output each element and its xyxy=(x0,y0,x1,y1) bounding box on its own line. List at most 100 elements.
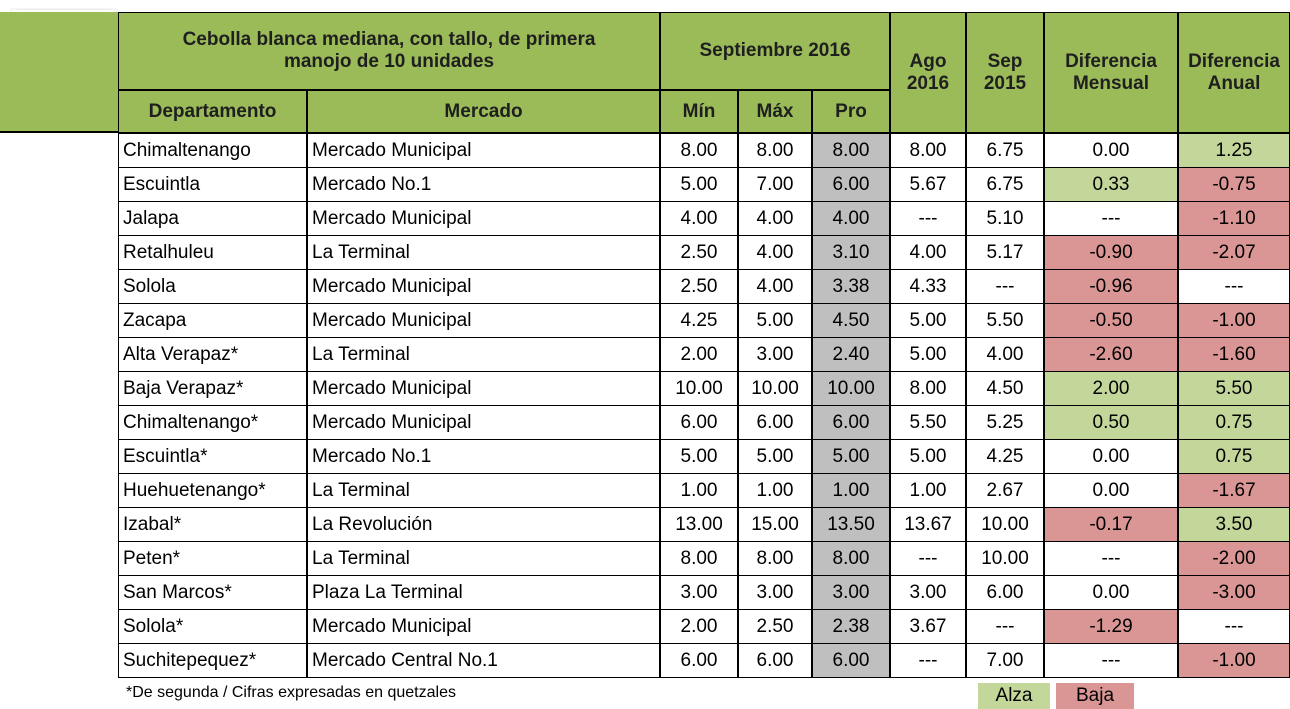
value-cell: --- xyxy=(1044,201,1178,236)
text-cell: Zacapa xyxy=(118,303,307,338)
text-cell: Chimaltenango* xyxy=(118,405,307,440)
text-cell: La Terminal xyxy=(307,235,660,270)
value-cell: 6.00 xyxy=(812,405,890,440)
value-cell: 6.00 xyxy=(660,405,738,440)
value-cell: 4.25 xyxy=(966,439,1044,474)
value-cell: 7.00 xyxy=(966,643,1044,678)
value-cell: 8.00 xyxy=(660,541,738,576)
value-cell: 6.00 xyxy=(812,167,890,202)
value-cell: 0.50 xyxy=(1044,405,1178,440)
value-cell: 6.00 xyxy=(738,405,812,440)
value-cell: 10.00 xyxy=(966,507,1044,542)
text-cell: Mercado Municipal xyxy=(307,133,660,168)
value-cell: -1.29 xyxy=(1044,609,1178,644)
value-cell: 3.00 xyxy=(660,575,738,610)
column-header: Diferencia Anual xyxy=(1178,12,1290,133)
value-cell: -1.00 xyxy=(1178,303,1290,338)
value-cell: 0.00 xyxy=(1044,575,1178,610)
value-cell: 8.00 xyxy=(812,541,890,576)
value-cell: 3.00 xyxy=(812,575,890,610)
text-cell: La Terminal xyxy=(307,541,660,576)
value-cell: 5.00 xyxy=(890,303,966,338)
value-cell: 2.50 xyxy=(660,269,738,304)
column-header: Sep 2015 xyxy=(966,12,1044,133)
value-cell: 3.00 xyxy=(738,337,812,372)
value-cell: -3.00 xyxy=(1178,575,1290,610)
value-cell: -1.67 xyxy=(1178,473,1290,508)
value-cell: -2.60 xyxy=(1044,337,1178,372)
value-cell: --- xyxy=(1178,609,1290,644)
value-cell: 13.00 xyxy=(660,507,738,542)
value-cell: --- xyxy=(966,269,1044,304)
value-cell: 1.25 xyxy=(1178,133,1290,168)
text-cell: Peten* xyxy=(118,541,307,576)
value-cell: -0.90 xyxy=(1044,235,1178,270)
value-cell: 4.00 xyxy=(738,269,812,304)
column-header: Mín xyxy=(660,90,738,133)
text-cell: Escuintla* xyxy=(118,439,307,474)
value-cell: 5.10 xyxy=(966,201,1044,236)
value-cell: 2.00 xyxy=(1044,371,1178,406)
value-cell: --- xyxy=(890,541,966,576)
value-cell: 3.00 xyxy=(738,575,812,610)
value-cell: 5.50 xyxy=(1178,371,1290,406)
text-cell: Escuintla xyxy=(118,167,307,202)
text-cell: La Terminal xyxy=(307,473,660,508)
value-cell: 0.75 xyxy=(1178,405,1290,440)
value-cell: -0.50 xyxy=(1044,303,1178,338)
text-cell: Mercado Municipal xyxy=(307,269,660,304)
value-cell: --- xyxy=(1178,269,1290,304)
value-cell: 8.00 xyxy=(660,133,738,168)
value-cell: 1.00 xyxy=(660,473,738,508)
column-header: Pro xyxy=(812,90,890,133)
column-header: Departamento xyxy=(118,90,307,133)
value-cell: 2.50 xyxy=(738,609,812,644)
value-cell: 6.75 xyxy=(966,133,1044,168)
value-cell: 2.50 xyxy=(660,235,738,270)
value-cell: 8.00 xyxy=(738,541,812,576)
text-cell: Mercado No.1 xyxy=(307,439,660,474)
text-cell: Mercado Municipal xyxy=(307,303,660,338)
value-cell: 10.00 xyxy=(966,541,1044,576)
value-cell: -1.60 xyxy=(1178,337,1290,372)
value-cell: -2.07 xyxy=(1178,235,1290,270)
value-cell: 0.33 xyxy=(1044,167,1178,202)
column-header: Diferencia Mensual xyxy=(1044,12,1178,133)
value-cell: 10.00 xyxy=(812,371,890,406)
value-cell: 5.67 xyxy=(890,167,966,202)
text-cell: Jalapa xyxy=(118,201,307,236)
value-cell: 5.00 xyxy=(738,303,812,338)
value-cell: --- xyxy=(966,609,1044,644)
value-cell: -0.17 xyxy=(1044,507,1178,542)
value-cell: 5.25 xyxy=(966,405,1044,440)
value-cell: 3.50 xyxy=(1178,507,1290,542)
text-cell: Retalhuleu xyxy=(118,235,307,270)
value-cell: 3.67 xyxy=(890,609,966,644)
header-period: Septiembre 2016 xyxy=(660,12,890,90)
value-cell: -0.96 xyxy=(1044,269,1178,304)
value-cell: 5.50 xyxy=(966,303,1044,338)
value-cell: 3.00 xyxy=(890,575,966,610)
text-cell: Solola* xyxy=(118,609,307,644)
value-cell: 6.75 xyxy=(966,167,1044,202)
value-cell: 4.00 xyxy=(890,235,966,270)
text-cell: Suchitepequez* xyxy=(118,643,307,678)
value-cell: 8.00 xyxy=(812,133,890,168)
value-cell: 6.00 xyxy=(660,643,738,678)
value-cell: 0.00 xyxy=(1044,133,1178,168)
value-cell: 4.50 xyxy=(966,371,1044,406)
value-cell: 1.00 xyxy=(812,473,890,508)
footnote: *De segunda / Cifras expresadas en quetz… xyxy=(126,684,456,701)
text-cell: Chimaltenango xyxy=(118,133,307,168)
value-cell: 3.10 xyxy=(812,235,890,270)
legend-up: Alza xyxy=(978,683,1050,709)
value-cell: 5.00 xyxy=(660,167,738,202)
value-cell: 10.00 xyxy=(660,371,738,406)
text-cell: Solola xyxy=(118,269,307,304)
value-cell: 4.00 xyxy=(966,337,1044,372)
value-cell: 5.00 xyxy=(812,439,890,474)
value-cell: 5.00 xyxy=(660,439,738,474)
value-cell: 2.38 xyxy=(812,609,890,644)
value-cell: 2.40 xyxy=(812,337,890,372)
